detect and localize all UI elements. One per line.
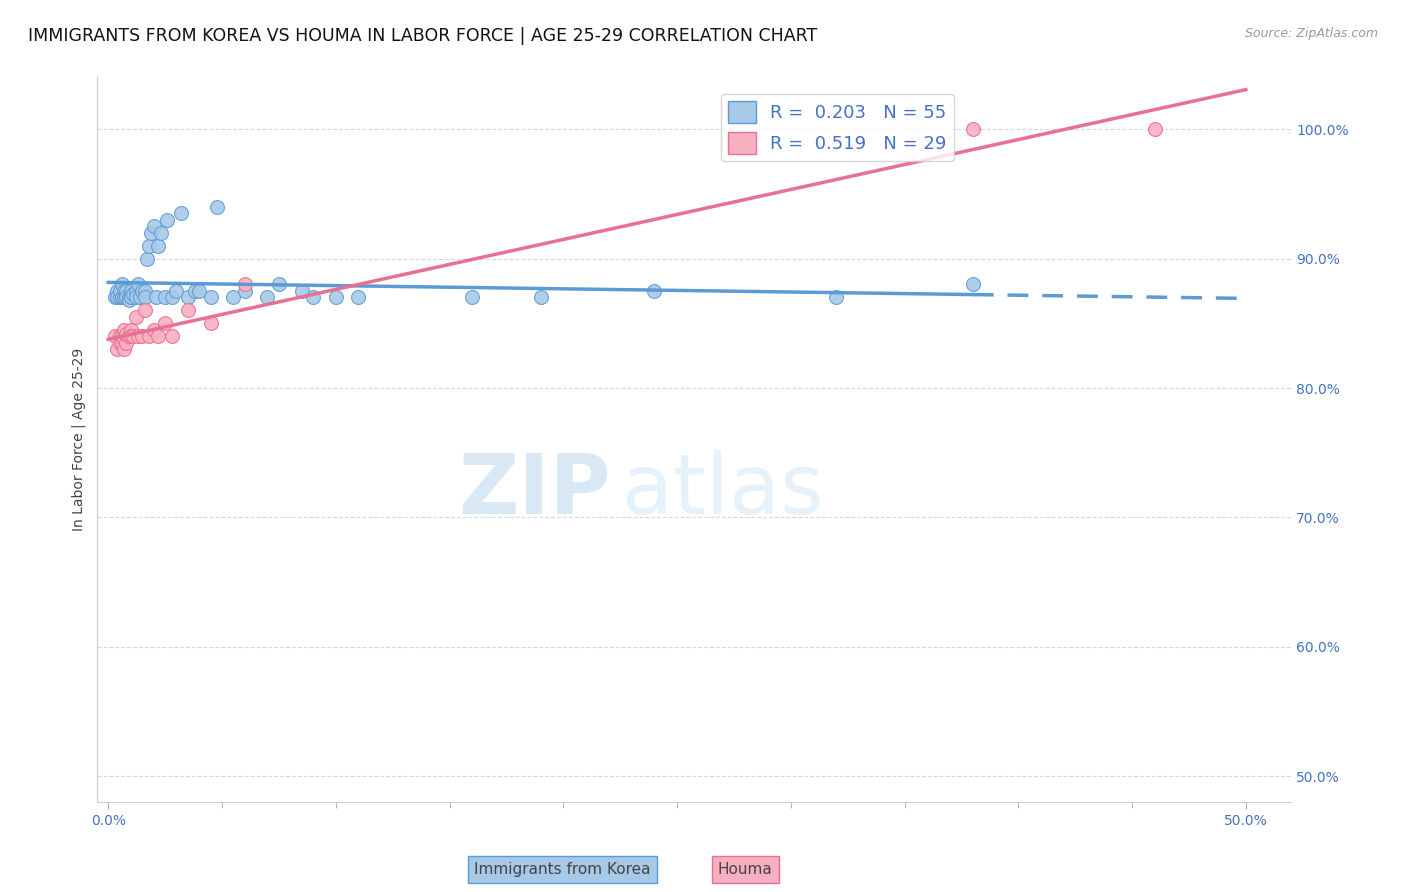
Point (115, 288, 138, 302)
Point (141, 226, 163, 240)
Point (142, 323, 165, 337)
Point (104, 290, 127, 304)
Point (108, 335, 131, 350)
Point (120, 323, 142, 337)
Point (134, 284, 156, 298)
Point (131, 284, 153, 298)
Point (131, 329, 153, 343)
Point (233, 277, 256, 292)
Point (325, 290, 347, 304)
Point (120, 329, 142, 343)
Point (177, 303, 200, 318)
Point (105, 284, 128, 298)
Point (148, 329, 170, 343)
Point (127, 277, 149, 292)
Point (347, 290, 370, 304)
Point (962, 277, 984, 292)
Point (166, 284, 188, 298)
Point (118, 290, 141, 304)
Point (111, 329, 134, 343)
Point (134, 303, 156, 318)
Point (1143, 122, 1166, 136)
Point (643, 284, 665, 298)
Point (124, 284, 146, 298)
Point (115, 284, 138, 298)
Point (129, 290, 152, 304)
Point (112, 290, 135, 304)
Point (112, 332, 135, 346)
Point (112, 323, 135, 337)
Point (529, 290, 551, 304)
Point (112, 342, 135, 356)
Point (105, 290, 128, 304)
Point (111, 335, 134, 350)
Point (160, 290, 183, 304)
Point (108, 290, 131, 304)
Point (135, 252, 157, 266)
Point (122, 329, 145, 343)
Text: Houma: Houma (718, 863, 772, 877)
Point (183, 284, 205, 298)
Point (962, 122, 984, 136)
Point (207, 200, 229, 214)
Point (111, 277, 134, 292)
Point (120, 290, 142, 304)
Point (149, 226, 172, 240)
Point (825, 290, 848, 304)
Point (111, 290, 134, 304)
Point (134, 290, 156, 304)
Point (267, 277, 290, 292)
Point (118, 293, 141, 307)
Text: Source: ZipAtlas.com: Source: ZipAtlas.com (1244, 27, 1378, 40)
Point (170, 206, 193, 220)
Point (153, 290, 176, 304)
Point (120, 290, 142, 304)
Point (302, 290, 325, 304)
Point (145, 290, 167, 304)
Point (115, 335, 138, 350)
Point (108, 329, 131, 343)
Point (118, 329, 141, 343)
Point (124, 290, 146, 304)
Text: atlas: atlas (623, 450, 824, 531)
Legend: R =  0.203   N = 55, R =  0.519   N = 29: R = 0.203 N = 55, R = 0.519 N = 29 (721, 94, 953, 161)
Point (291, 284, 314, 298)
Text: IMMIGRANTS FROM KOREA VS HOUMA IN LABOR FORCE | AGE 25-29 CORRELATION CHART: IMMIGRANTS FROM KOREA VS HOUMA IN LABOR … (28, 27, 817, 45)
Point (138, 238, 160, 252)
Point (256, 290, 278, 304)
Point (115, 326, 138, 341)
Point (138, 329, 160, 343)
Point (222, 290, 245, 304)
Point (177, 290, 200, 304)
Point (153, 316, 176, 330)
Point (105, 342, 128, 356)
Point (124, 310, 146, 324)
Point (104, 329, 127, 343)
Point (127, 329, 149, 343)
Point (120, 284, 142, 298)
Point (115, 290, 138, 304)
Point (200, 290, 222, 304)
Point (142, 219, 165, 234)
Point (122, 286, 145, 301)
Point (461, 290, 484, 304)
Point (233, 284, 256, 298)
Point (188, 284, 211, 298)
Y-axis label: In Labor Force | Age 25-29: In Labor Force | Age 25-29 (72, 348, 86, 532)
Text: ZIP: ZIP (458, 450, 610, 531)
Point (160, 329, 183, 343)
Point (148, 238, 170, 252)
Point (156, 212, 179, 227)
Point (200, 316, 222, 330)
Text: Immigrants from Korea: Immigrants from Korea (474, 863, 651, 877)
Point (112, 284, 135, 298)
Point (108, 284, 131, 298)
